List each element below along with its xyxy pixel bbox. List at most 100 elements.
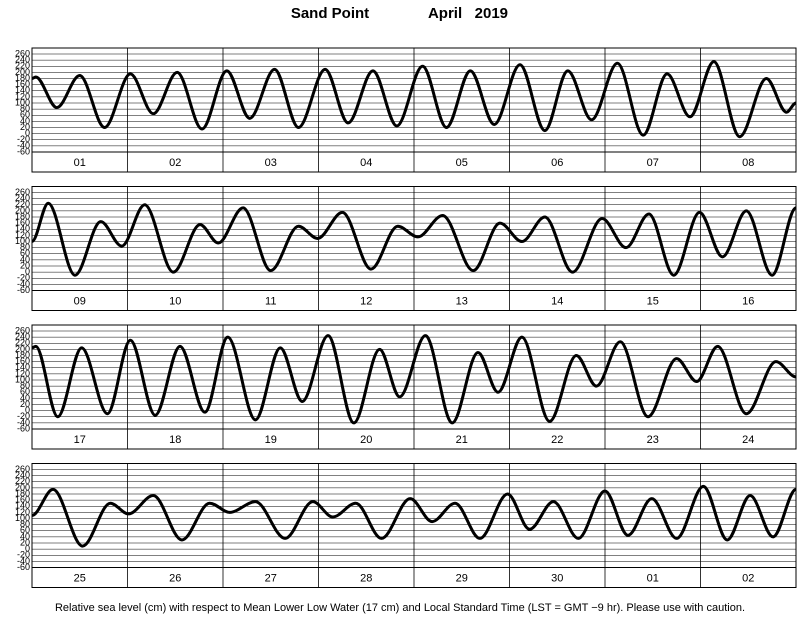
y-tick-label: 180 (15, 211, 30, 221)
y-tick-label: 200 (15, 67, 30, 77)
y-tick-label: 200 (15, 482, 30, 492)
y-tick-label: 180 (15, 488, 30, 498)
y-tick-label: 260 (15, 187, 30, 197)
y-tick-label: 60 (20, 110, 30, 120)
y-tick-label: 20 (20, 122, 30, 132)
y-tick-label: 0 (25, 128, 30, 138)
day-label: 22 (551, 434, 563, 446)
y-tick-label: 0 (25, 267, 30, 277)
y-tick-label: 0 (25, 544, 30, 554)
y-tick-label: 240 (15, 55, 30, 65)
y-tick-label: 200 (15, 344, 30, 354)
day-label: 27 (265, 572, 277, 584)
y-tick-label: 220 (15, 338, 30, 348)
y-tick-label: 180 (15, 73, 30, 83)
day-label: 23 (647, 434, 659, 446)
day-label: 10 (169, 295, 181, 307)
y-tick-label: -20 (17, 411, 30, 421)
tide-curve (31, 484, 797, 548)
day-label: 07 (647, 157, 659, 169)
day-label: 05 (456, 157, 468, 169)
station-title: Sand Point (291, 5, 369, 22)
y-tick-label: 220 (15, 61, 30, 71)
y-tick-label: 220 (15, 476, 30, 486)
day-label: 08 (742, 157, 754, 169)
y-tick-label: -20 (17, 134, 30, 144)
day-label: 11 (265, 295, 276, 307)
y-tick-label: 260 (15, 325, 30, 335)
y-tick-label: -20 (17, 550, 30, 560)
y-tick-label: 140 (15, 362, 30, 372)
day-label: 20 (360, 434, 372, 446)
y-tick-label: 120 (15, 368, 30, 378)
y-tick-label: 100 (15, 236, 30, 246)
day-label: 18 (169, 434, 181, 446)
y-tick-label: -60 (17, 423, 30, 433)
y-tick-label: 140 (15, 501, 30, 511)
y-tick-label: -40 (17, 417, 30, 427)
day-label: 21 (456, 434, 468, 446)
panel-frame (31, 463, 797, 588)
footnote: Relative sea level (cm) with respect to … (55, 602, 745, 614)
day-label: 17 (74, 434, 86, 446)
day-label: 04 (360, 157, 372, 169)
tide-curve (30, 201, 798, 277)
day-label: 30 (551, 572, 563, 584)
tide-curve (31, 334, 797, 425)
day-label: 02 (169, 157, 181, 169)
y-tick-label: 140 (15, 85, 30, 95)
y-tick-label: 200 (15, 205, 30, 215)
y-tick-label: 20 (20, 260, 30, 270)
day-label: 14 (551, 295, 563, 307)
y-tick-label: 100 (15, 374, 30, 384)
y-tick-label: -60 (17, 562, 30, 572)
y-tick-label: 40 (20, 393, 30, 403)
y-tick-label: 160 (15, 495, 30, 505)
day-label: 28 (360, 572, 372, 584)
day-label: 12 (360, 295, 372, 307)
day-label: 03 (265, 157, 277, 169)
y-tick-label: -40 (17, 140, 30, 150)
y-tick-label: 20 (20, 537, 30, 547)
y-tick-label: 180 (15, 350, 30, 360)
panel-frame (31, 324, 797, 450)
day-label: 25 (74, 572, 86, 584)
y-tick-label: 260 (15, 48, 30, 58)
y-tick-label: 40 (20, 531, 30, 541)
day-label: 19 (265, 434, 277, 446)
day-label: 24 (742, 434, 754, 446)
y-tick-label: 80 (20, 242, 30, 252)
day-label: 16 (742, 295, 754, 307)
day-label: 13 (456, 295, 468, 307)
y-tick-label: 160 (15, 218, 30, 228)
panel-frame (31, 186, 797, 311)
y-tick-label: 80 (20, 381, 30, 391)
y-tick-label: 260 (15, 464, 30, 474)
y-tick-label: 160 (15, 356, 30, 366)
day-label: 01 (74, 157, 86, 169)
y-tick-label: 220 (15, 199, 30, 209)
y-tick-label: 120 (15, 507, 30, 517)
y-tick-label: 100 (15, 97, 30, 107)
y-tick-label: 0 (25, 405, 30, 415)
y-tick-label: 160 (15, 79, 30, 89)
y-tick-label: 20 (20, 399, 30, 409)
y-tick-label: 60 (20, 248, 30, 258)
y-tick-label: 60 (20, 525, 30, 535)
y-tick-label: 100 (15, 513, 30, 523)
y-tick-label: -20 (17, 273, 30, 283)
y-tick-label: 240 (15, 193, 30, 203)
day-label: 09 (74, 295, 86, 307)
y-tick-label: 80 (20, 519, 30, 529)
day-label: 15 (647, 295, 659, 307)
y-tick-label: 120 (15, 91, 30, 101)
day-label: 01 (647, 572, 659, 584)
y-tick-label: -60 (17, 146, 30, 156)
day-label: 02 (742, 572, 754, 584)
y-tick-label: 40 (20, 254, 30, 264)
panel-frame (31, 47, 797, 173)
month-title: April 2019 (428, 5, 508, 22)
y-tick-label: 80 (20, 104, 30, 114)
tide-curve (31, 60, 797, 139)
